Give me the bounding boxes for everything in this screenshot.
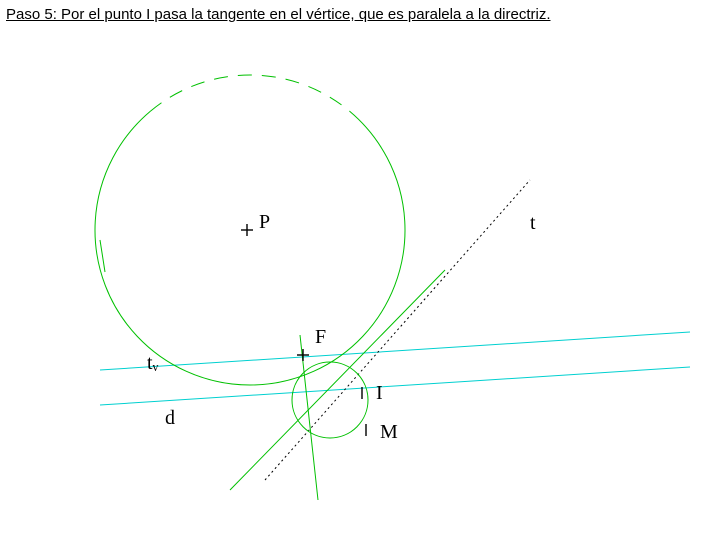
line-green_left_stub [100,240,105,272]
label-t: t [530,212,536,235]
label-M: M [380,421,398,444]
geometry-diagram [0,0,720,540]
big-circle-dashed [150,75,349,111]
label-tv: tᵥ [147,352,158,375]
line-green_diag [230,270,445,490]
small-circle [292,362,368,438]
label-I: I [376,382,383,405]
big-circle-solid [95,111,405,385]
label-F: F [315,326,326,349]
label-P: P [259,211,270,234]
line-tangent_tv [100,332,690,370]
label-d: d [165,407,175,430]
